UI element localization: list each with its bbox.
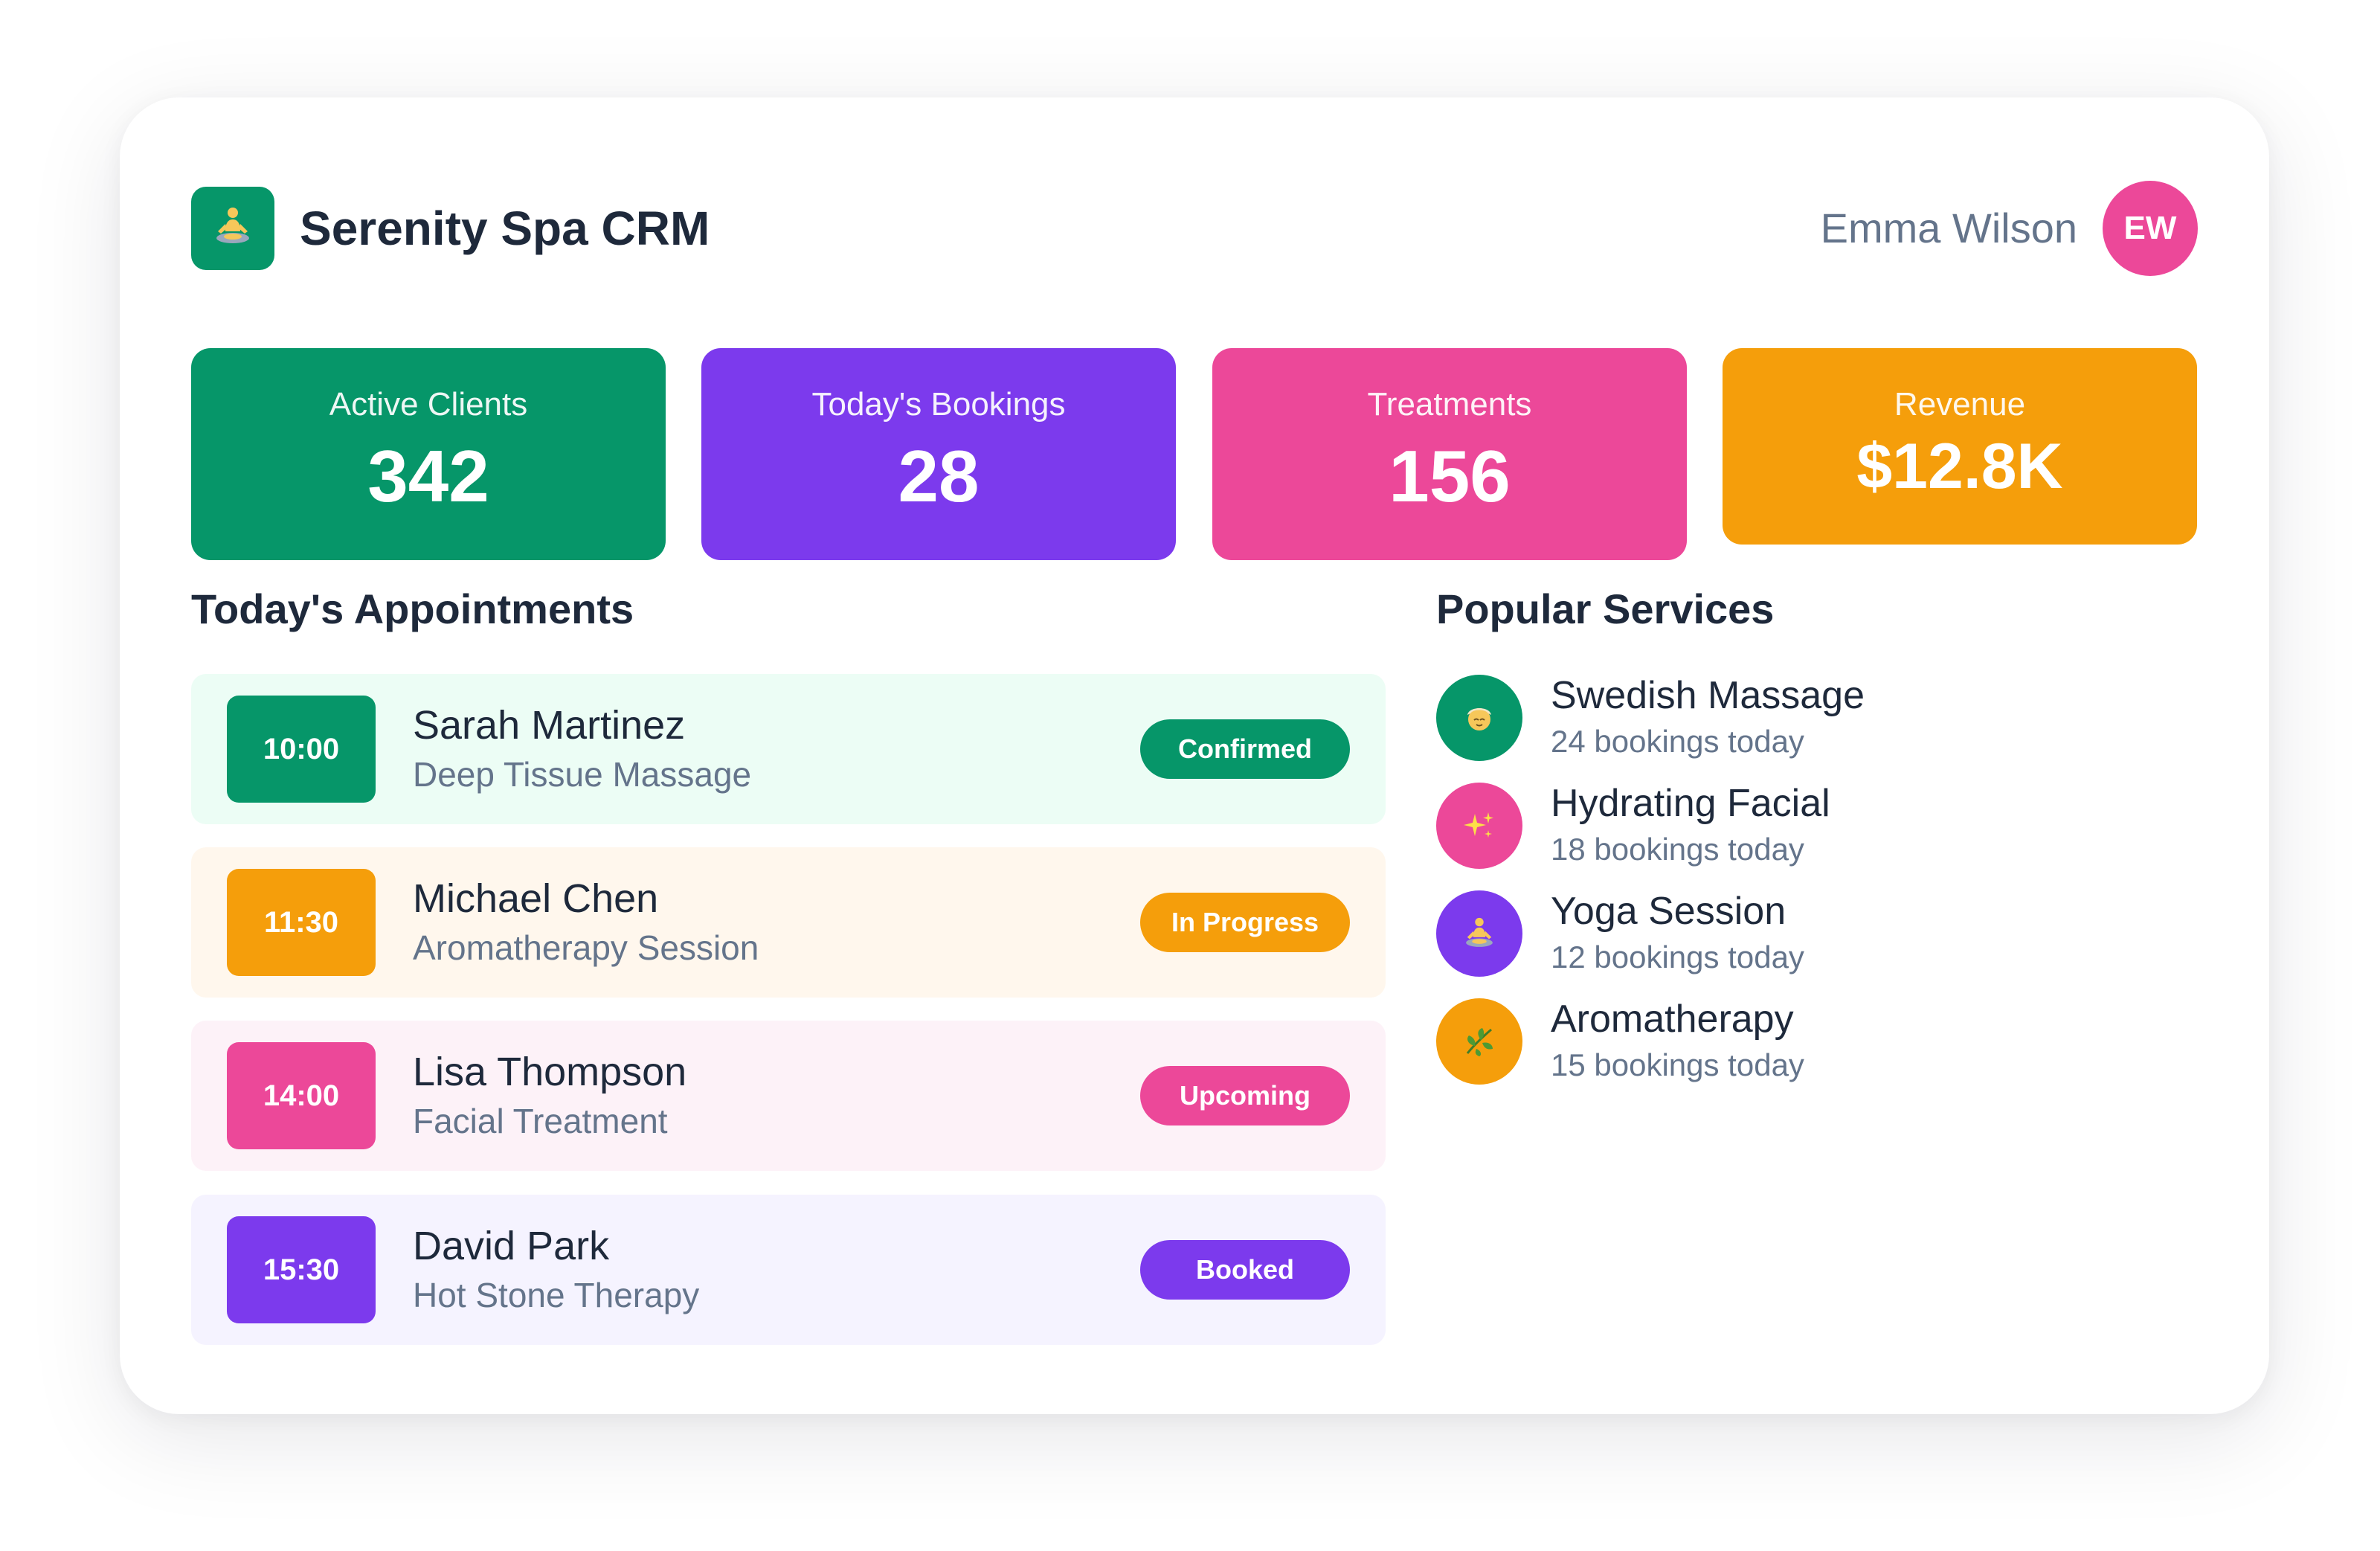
stat-label: Active Clients (329, 386, 528, 423)
herb-leaf-icon (1436, 998, 1522, 1085)
status-badge[interactable]: In Progress (1140, 893, 1350, 952)
meditation-icon (1436, 890, 1522, 977)
appointment-time: 14:00 (227, 1042, 376, 1149)
stat-card-treatments[interactable]: Treatments 156 (1212, 348, 1687, 560)
sparkles-icon (1436, 783, 1522, 869)
user-avatar[interactable]: EW (2103, 181, 2198, 276)
stat-label: Today's Bookings (811, 386, 1066, 423)
stat-value: 156 (1389, 435, 1511, 517)
dashboard-card: Serenity Spa CRM Emma Wilson EW Active C… (120, 97, 2269, 1414)
client-name: Sarah Martinez (413, 703, 686, 748)
stat-card-todays-bookings[interactable]: Today's Bookings 28 (701, 348, 1176, 560)
appointment-time: 15:30 (227, 1216, 376, 1323)
stat-value: $12.8K (1856, 431, 2063, 502)
status-badge[interactable]: Booked (1140, 1240, 1350, 1300)
app-logo[interactable] (191, 187, 274, 270)
appointment-time: 10:00 (227, 696, 376, 803)
service-name: Aromatherapy Session (413, 928, 759, 967)
service-item[interactable]: Hydrating Facial 18 bookings today (1436, 782, 2180, 872)
service-item[interactable]: Yoga Session 12 bookings today (1436, 890, 2180, 980)
appointment-row[interactable]: 11:30 Michael Chen Aromatherapy Session … (191, 847, 1386, 998)
service-name: Hydrating Facial (1551, 782, 1830, 825)
status-badge[interactable]: Confirmed (1140, 719, 1350, 779)
appointment-time: 11:30 (227, 869, 376, 976)
service-bookings-count: 12 bookings today (1551, 940, 1804, 974)
service-name: Hot Stone Therapy (413, 1276, 700, 1314)
client-name: Michael Chen (413, 876, 659, 921)
service-item[interactable]: Aromatherapy 15 bookings today (1436, 998, 2180, 1088)
service-name: Yoga Session (1551, 890, 1786, 933)
service-item[interactable]: Swedish Massage 24 bookings today (1436, 674, 2180, 764)
stat-card-active-clients[interactable]: Active Clients 342 (191, 348, 666, 560)
stat-card-revenue[interactable]: Revenue $12.8K (1723, 348, 2197, 545)
appointment-row[interactable]: 15:30 David Park Hot Stone Therapy Booke… (191, 1195, 1386, 1345)
service-bookings-count: 15 bookings today (1551, 1047, 1804, 1082)
user-name[interactable]: Emma Wilson (1820, 205, 2077, 251)
massage-face-icon (1436, 675, 1522, 761)
stat-value: 342 (367, 435, 489, 517)
service-bookings-count: 24 bookings today (1551, 724, 1804, 759)
service-name: Swedish Massage (1551, 674, 1865, 717)
client-name: David Park (413, 1224, 610, 1268)
service-name: Facial Treatment (413, 1102, 668, 1140)
meditation-icon (209, 203, 257, 254)
stat-label: Treatments (1367, 386, 1532, 423)
app-title: Serenity Spa CRM (300, 202, 710, 255)
service-name: Aromatherapy (1551, 998, 1794, 1041)
stat-label: Revenue (1894, 386, 2026, 423)
appointment-row[interactable]: 14:00 Lisa Thompson Facial Treatment Upc… (191, 1021, 1386, 1171)
stat-value: 28 (898, 435, 980, 517)
popular-services-title: Popular Services (1436, 585, 1775, 632)
service-bookings-count: 18 bookings today (1551, 832, 1804, 867)
appointment-row[interactable]: 10:00 Sarah Martinez Deep Tissue Massage… (191, 674, 1386, 824)
status-badge[interactable]: Upcoming (1140, 1066, 1350, 1125)
service-name: Deep Tissue Massage (413, 755, 752, 794)
appointments-title: Today's Appointments (191, 585, 634, 632)
client-name: Lisa Thompson (413, 1050, 687, 1094)
